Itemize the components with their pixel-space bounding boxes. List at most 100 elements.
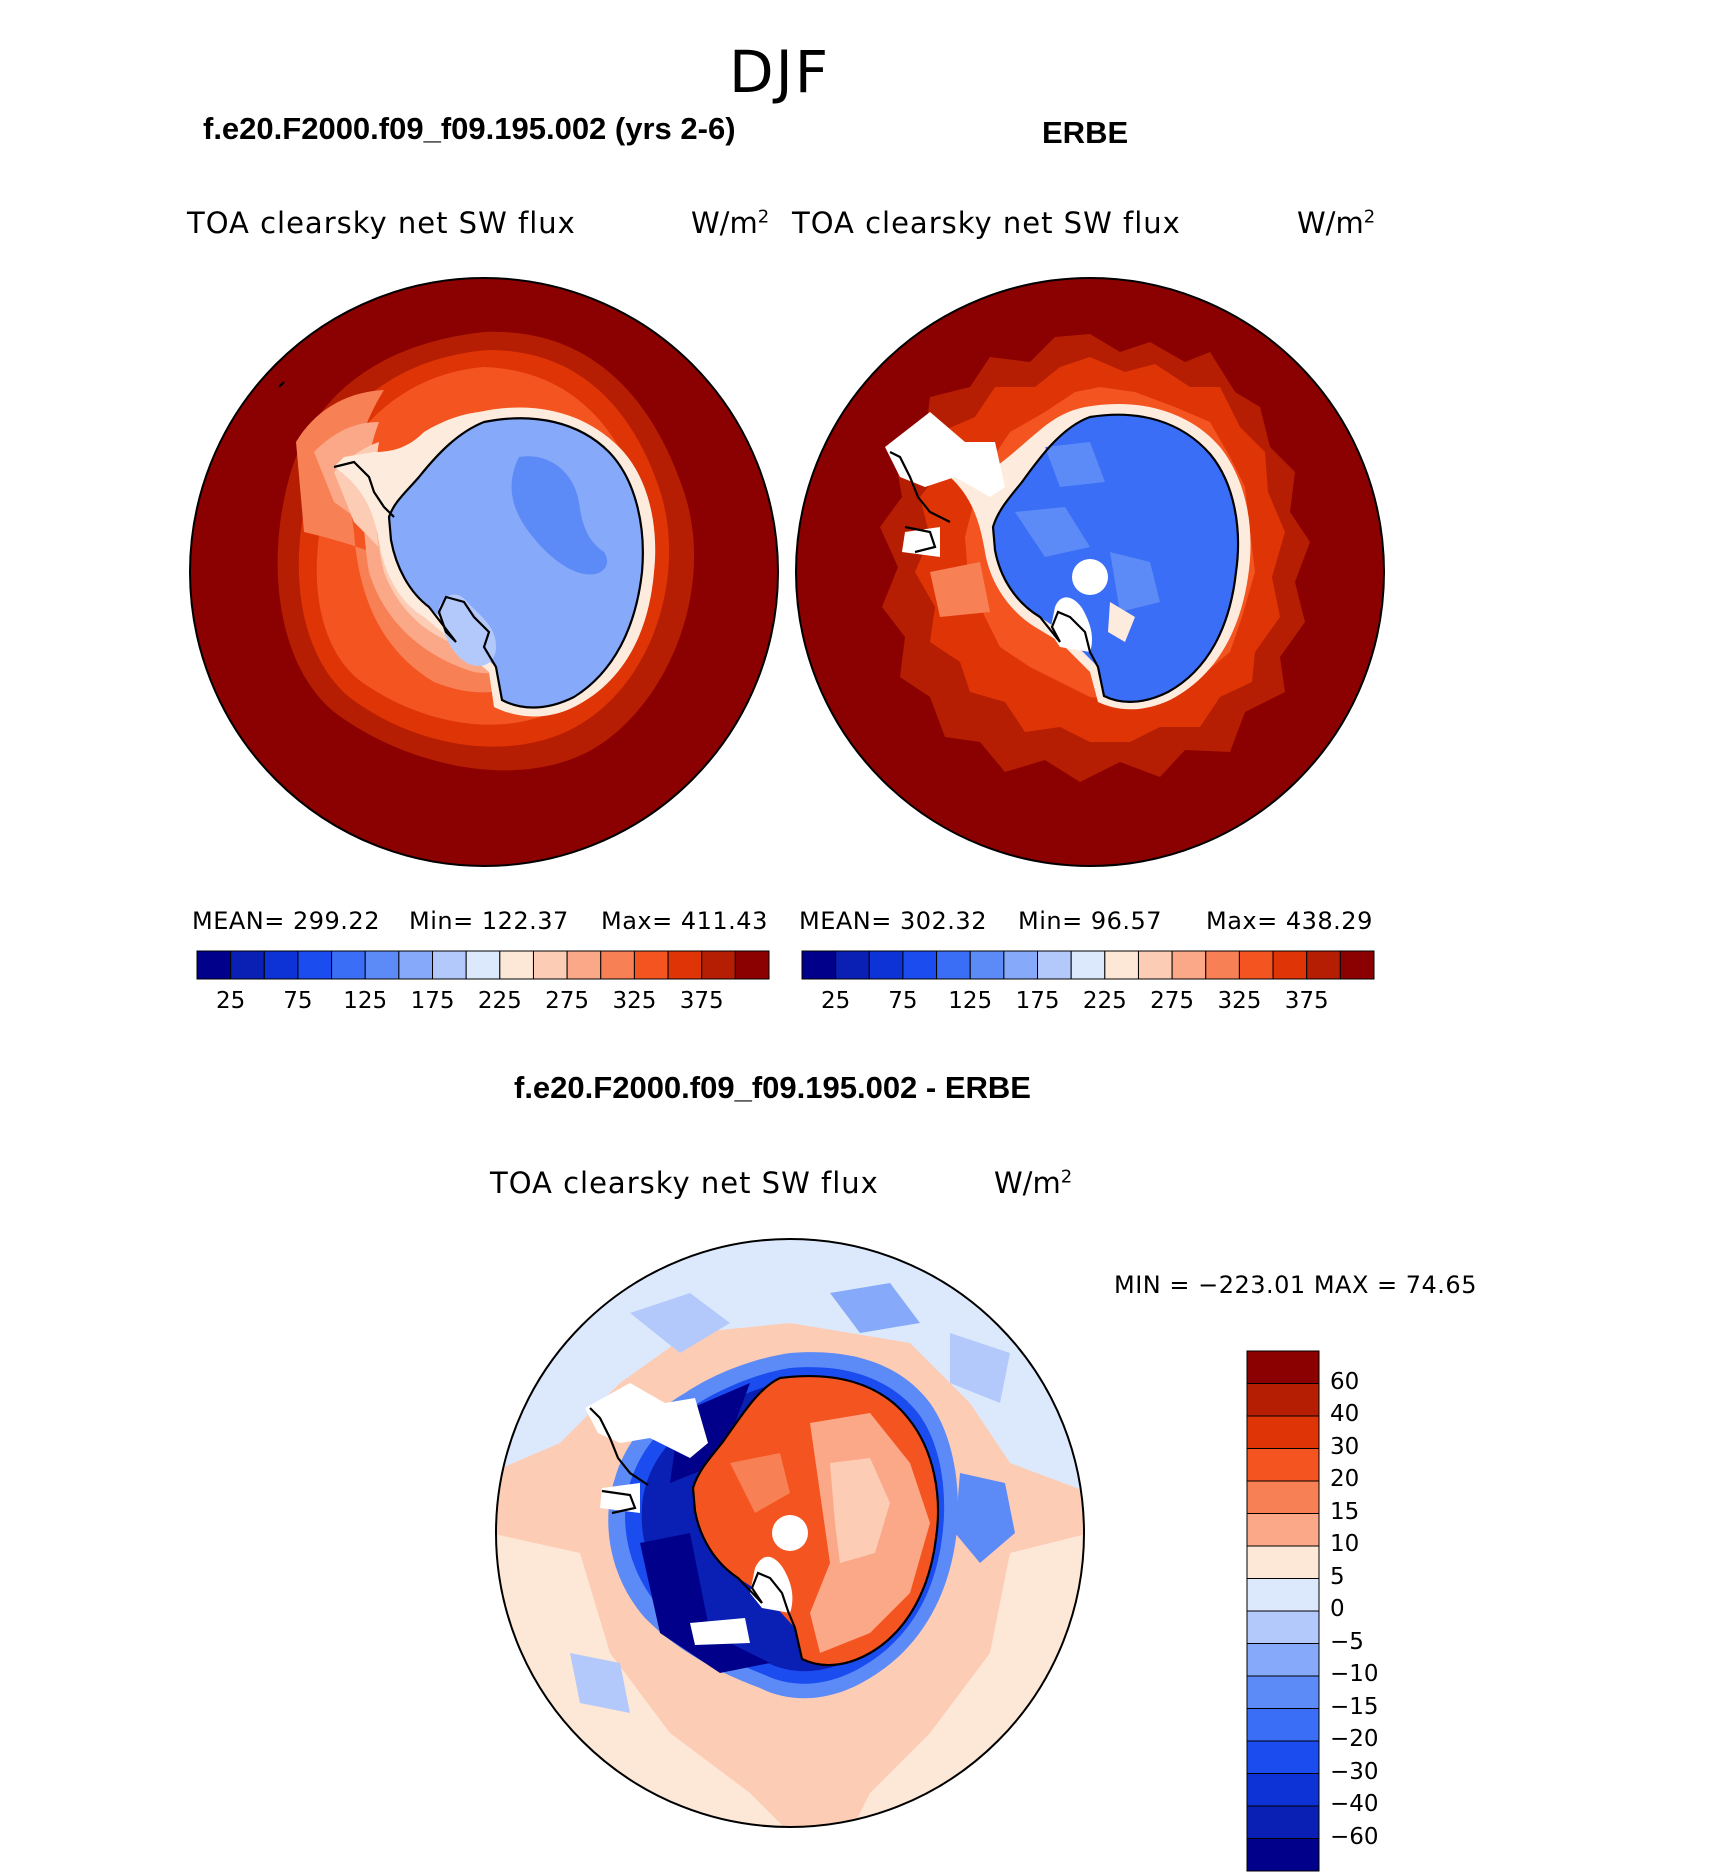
colorbar-tick-label: 20: [1330, 1466, 1360, 1492]
colorbar-tick-label: 225: [477, 988, 522, 1014]
map-model: [189, 277, 779, 867]
colorbar-tick-label: 40: [1330, 1401, 1360, 1427]
colorbar-tick-label: 15: [1330, 1498, 1360, 1525]
colorbar-swatch: [1238, 950, 1274, 980]
colorbar-swatch: [1246, 1383, 1320, 1417]
diff-title: f.e20.F2000.f09_f09.195.002 - ERBE: [514, 1070, 1031, 1105]
diff-minmax: MIN = −223.01 MAX = 74.65: [1114, 1271, 1477, 1299]
colorbar-swatch: [835, 950, 870, 980]
colorbar-swatch: [566, 950, 602, 980]
colorbar-swatch: [701, 950, 736, 980]
panel-2-max: Max= 438.29: [1206, 907, 1373, 935]
colorbar-tick-label: −40: [1330, 1791, 1379, 1817]
colorbar-tick-label: −60: [1330, 1823, 1379, 1850]
colorbar-tick-label: 25: [216, 988, 246, 1014]
colorbar-swatch: [1246, 1415, 1320, 1449]
map-difference: [495, 1238, 1085, 1828]
colorbar-swatch: [1246, 1838, 1320, 1872]
colorbar-swatch: [1246, 1448, 1320, 1482]
colorbar-tick-label: 125: [343, 988, 388, 1014]
panel-2-min: Min= 96.57: [1018, 907, 1163, 935]
colorbar-tick-label: 175: [1015, 988, 1060, 1014]
colorbar-tick-label: 375: [1284, 988, 1329, 1014]
colorbar-tick-label: 275: [1150, 988, 1195, 1014]
colorbar-swatch: [331, 950, 366, 980]
colorbar-swatch: [499, 950, 534, 980]
colorbar-swatch: [1205, 950, 1240, 980]
colorbar-swatch: [364, 950, 400, 980]
colorbar-swatch: [1339, 950, 1375, 980]
colorbar-tick-label: −30: [1330, 1758, 1379, 1785]
colorbar-swatch: [902, 950, 938, 980]
colorbar-tick-label: 60: [1330, 1368, 1360, 1395]
colorbar-swatch: [1272, 950, 1308, 980]
panel-1-title: f.e20.F2000.f09_f09.195.002 (yrs 2-6): [203, 111, 736, 146]
colorbar-tick-label: 175: [410, 988, 455, 1014]
colorbar-swatch: [465, 950, 501, 980]
colorbar-tick-label: 5: [1330, 1563, 1345, 1590]
colorbar-swatch: [1246, 1708, 1320, 1742]
map-difference-outline: [495, 1238, 1085, 1828]
colorbar-swatch: [230, 950, 265, 980]
colorbar-erbe: [801, 950, 1375, 980]
colorbar-swatch: [532, 950, 568, 980]
colorbar-swatch: [1246, 1740, 1320, 1774]
colorbar-swatch: [1246, 1643, 1320, 1677]
colorbar-tick-label: 0: [1330, 1596, 1345, 1622]
colorbar-tick-label: 75: [283, 988, 313, 1014]
colorbar-swatch: [1246, 1773, 1320, 1807]
colorbar-swatch: [1104, 950, 1139, 980]
colorbar-swatch: [734, 950, 770, 980]
panel-2-variable: TOA clearsky net SW flux: [792, 206, 1181, 240]
colorbar-swatch: [1037, 950, 1072, 980]
colorbar-tick-label: −5: [1330, 1628, 1364, 1655]
colorbar-swatch: [1246, 1578, 1320, 1612]
colorbar-swatch: [1246, 1480, 1320, 1514]
colorbar-swatch: [936, 950, 971, 980]
colorbar-tick-label: −15: [1330, 1693, 1379, 1720]
colorbar-swatch: [1137, 950, 1173, 980]
colorbar-tick-label: 325: [1217, 988, 1262, 1014]
colorbar-swatch: [1246, 1610, 1320, 1644]
colorbar-swatch: [1246, 1513, 1320, 1547]
colorbar-model: [196, 950, 770, 980]
colorbar-swatch: [600, 950, 635, 980]
colorbar-swatch: [1246, 1805, 1320, 1839]
colorbar-tick-label: 125: [948, 988, 993, 1014]
colorbar-swatch: [633, 950, 669, 980]
colorbar-swatch: [196, 950, 232, 980]
map-erbe: [795, 277, 1385, 867]
colorbar-swatch: [1306, 950, 1341, 980]
colorbar-difference: [1246, 1350, 1320, 1872]
colorbar-swatch: [398, 950, 434, 980]
colorbar-swatch: [969, 950, 1005, 980]
panel-1-mean: MEAN= 299.22: [192, 907, 380, 935]
map-model-outline: [189, 277, 779, 867]
colorbar-swatch: [1246, 1350, 1320, 1384]
colorbar-swatch: [432, 950, 467, 980]
panel-1-unit: W/m2: [691, 206, 770, 240]
colorbar-tick-label: −10: [1330, 1661, 1379, 1687]
colorbar-swatch: [868, 950, 904, 980]
panel-2-mean: MEAN= 302.32: [799, 907, 987, 935]
colorbar-tick-label: 325: [612, 988, 657, 1014]
colorbar-tick-label: 25: [821, 988, 851, 1014]
map-erbe-outline: [795, 277, 1385, 867]
colorbar-tick-label: 10: [1330, 1531, 1360, 1557]
panel-2-title: ERBE: [1042, 115, 1129, 150]
panel-1-min: Min= 122.37: [409, 907, 569, 935]
diff-variable: TOA clearsky net SW flux: [490, 1166, 879, 1200]
colorbar-swatch: [1246, 1545, 1320, 1579]
colorbar-swatch: [1246, 1675, 1320, 1709]
panel-1-variable: TOA clearsky net SW flux: [187, 206, 576, 240]
colorbar-tick-label: 225: [1082, 988, 1127, 1014]
colorbar-tick-label: −20: [1330, 1726, 1379, 1752]
panel-1-max: Max= 411.43: [601, 907, 768, 935]
season-title: DJF: [729, 38, 831, 106]
colorbar-swatch: [1003, 950, 1039, 980]
colorbar-swatch: [667, 950, 703, 980]
colorbar-swatch: [297, 950, 333, 980]
colorbar-swatch: [1070, 950, 1106, 980]
colorbar-tick-label: 75: [888, 988, 918, 1014]
colorbar-tick-label: 30: [1330, 1433, 1360, 1460]
